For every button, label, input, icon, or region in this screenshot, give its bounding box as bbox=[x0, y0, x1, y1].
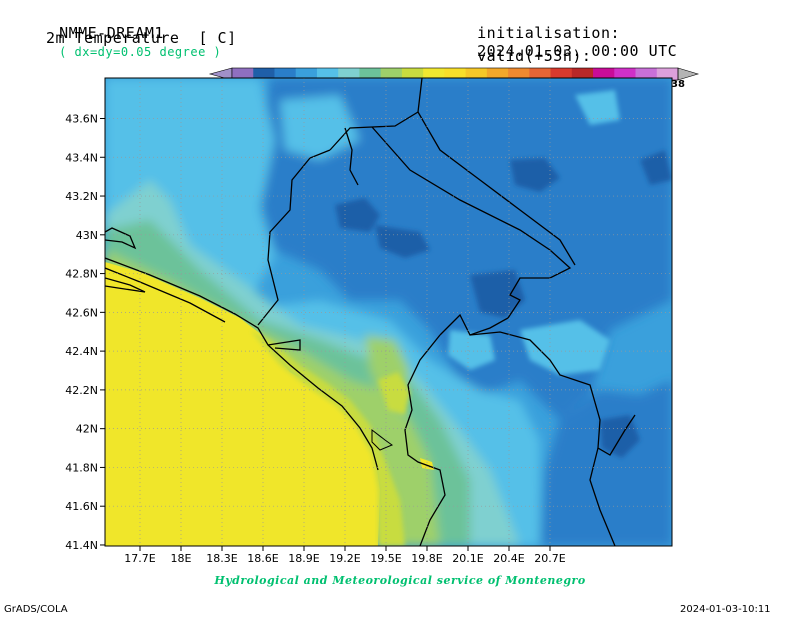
colorbar-segment bbox=[635, 68, 658, 80]
colorbar-segment bbox=[529, 68, 551, 80]
colorbar-segment bbox=[550, 68, 573, 80]
border-bosnia-croatia bbox=[105, 227, 137, 250]
field-dark-blue-4 bbox=[510, 158, 560, 192]
border-kosovo-albania bbox=[469, 331, 636, 456]
colorbar-segment bbox=[380, 68, 403, 80]
border-montenegro-west bbox=[257, 149, 331, 326]
lat-tick-label: 43N bbox=[76, 229, 98, 242]
coastline-inner bbox=[105, 267, 226, 323]
colorbar-segment bbox=[253, 68, 275, 80]
field-sea-yellow bbox=[105, 262, 380, 546]
lon-tick-label: 18.3E bbox=[206, 552, 237, 565]
lon-tick-label: 19.2E bbox=[329, 552, 360, 565]
init-value: 2024.01.03. 00:00 UTC bbox=[477, 42, 678, 60]
field-blue-southeast bbox=[540, 380, 672, 546]
lat-tick-label: 42N bbox=[76, 423, 98, 436]
lat-tick-label: 41.8N bbox=[65, 461, 98, 474]
software-label: GrADS/COLA bbox=[4, 604, 68, 615]
colorbar-segment bbox=[338, 68, 360, 80]
map-field bbox=[105, 78, 672, 546]
field-dark-blue-3 bbox=[470, 270, 525, 318]
colorbar-segment bbox=[508, 68, 530, 80]
lat-tick-label: 42.8N bbox=[65, 268, 98, 281]
border-albania bbox=[404, 334, 446, 546]
lon-tick-label: 20.7E bbox=[534, 552, 565, 565]
lat-tick-label: 42.2N bbox=[65, 384, 98, 397]
gridlines bbox=[105, 78, 672, 546]
border-river-north bbox=[344, 127, 359, 186]
colorbar-segment bbox=[656, 68, 679, 80]
valid-label: valid(+53h): bbox=[477, 47, 592, 65]
lon-tick-label: 18.6E bbox=[247, 552, 278, 565]
lat-tick-label: 42.6N bbox=[65, 306, 98, 319]
lat-tick-label: 43.6N bbox=[65, 113, 98, 126]
lat-tick-label: 42.4N bbox=[65, 345, 98, 358]
colorbar-tick-label: 38 bbox=[671, 79, 685, 90]
longitude-axis: 17.7E 18E 18.3E 18.6E 18.9E 19.2E 19.5E 19.8E 20… bbox=[124, 546, 566, 565]
colorbar-segment bbox=[486, 68, 509, 80]
render-timestamp: 2024-01-03-10:11 bbox=[680, 604, 771, 615]
lon-tick-label: 19.8E bbox=[411, 552, 442, 565]
init-time: initialisation: 2024.01.03. 00:00 UTC bbox=[458, 6, 677, 60]
field-dark-blue-5 bbox=[600, 415, 640, 458]
lon-tick-label: 20.4E bbox=[493, 552, 524, 565]
colorbar-segment bbox=[295, 68, 318, 80]
field-light-blue-patch bbox=[280, 95, 360, 160]
field-light-blue-inland bbox=[520, 320, 610, 375]
field-coast-yellow-green bbox=[250, 330, 405, 546]
lat-tick-label: 41.6N bbox=[65, 500, 98, 513]
field-dark-blue-1 bbox=[335, 198, 380, 232]
colorbar-segment bbox=[465, 68, 488, 80]
field-light-blue-west bbox=[105, 78, 275, 300]
model-title: NMME-DREAM1 ( dx=dy=0.05 degree ) bbox=[40, 6, 221, 60]
peninsula-line bbox=[105, 277, 146, 293]
lon-tick-label: 18E bbox=[171, 552, 192, 565]
lon-tick-label: 19.5E bbox=[370, 552, 401, 565]
coastline bbox=[105, 257, 379, 471]
lon-tick-label: 20.1E bbox=[452, 552, 483, 565]
lon-tick-label: 18.9E bbox=[288, 552, 319, 565]
border-serbia bbox=[371, 126, 572, 336]
lon-tick-label: 17.7E bbox=[124, 552, 155, 565]
latitude-axis: 43.6N 43.4N 43.2N 43N 42.8N 42.6N 42.4N 42.2N 42… bbox=[65, 113, 105, 552]
lat-tick-label: 43.4N bbox=[65, 151, 98, 164]
field-light-blue-inland-2 bbox=[448, 330, 495, 370]
credit-line: Hydrological and Meteorological service … bbox=[214, 574, 586, 587]
colorbar-segment bbox=[593, 68, 615, 80]
colorbar-segment bbox=[274, 68, 297, 80]
border-kosovo bbox=[417, 111, 576, 266]
variable-title: 2m Temperature [ C] bbox=[46, 29, 237, 47]
border-montenegro-south bbox=[267, 339, 301, 351]
resolution-note: ( dx=dy=0.05 degree ) bbox=[59, 45, 222, 59]
border-macedonia bbox=[589, 447, 616, 546]
colorbar-segment bbox=[401, 68, 424, 80]
colorbar-segment bbox=[571, 68, 594, 80]
field-light-blue-inland-3 bbox=[575, 90, 620, 125]
colorbar-segment bbox=[316, 68, 339, 80]
lat-tick-label: 41.4N bbox=[65, 539, 98, 552]
colorbar-segment bbox=[423, 68, 445, 80]
border-lines bbox=[105, 78, 636, 546]
lat-tick-label: 43.2N bbox=[65, 190, 98, 203]
colorbar-segment bbox=[444, 68, 467, 80]
colorbar-segment bbox=[614, 68, 636, 80]
init-label: initialisation: bbox=[477, 24, 621, 42]
colorbar-segment bbox=[232, 68, 254, 80]
lake-outline bbox=[371, 428, 394, 451]
field-dark-blue-6 bbox=[640, 150, 672, 185]
field-dark-blue-2 bbox=[375, 225, 430, 258]
model-name: NMME-DREAM1 bbox=[59, 24, 164, 42]
colorbar-segment bbox=[359, 68, 382, 80]
